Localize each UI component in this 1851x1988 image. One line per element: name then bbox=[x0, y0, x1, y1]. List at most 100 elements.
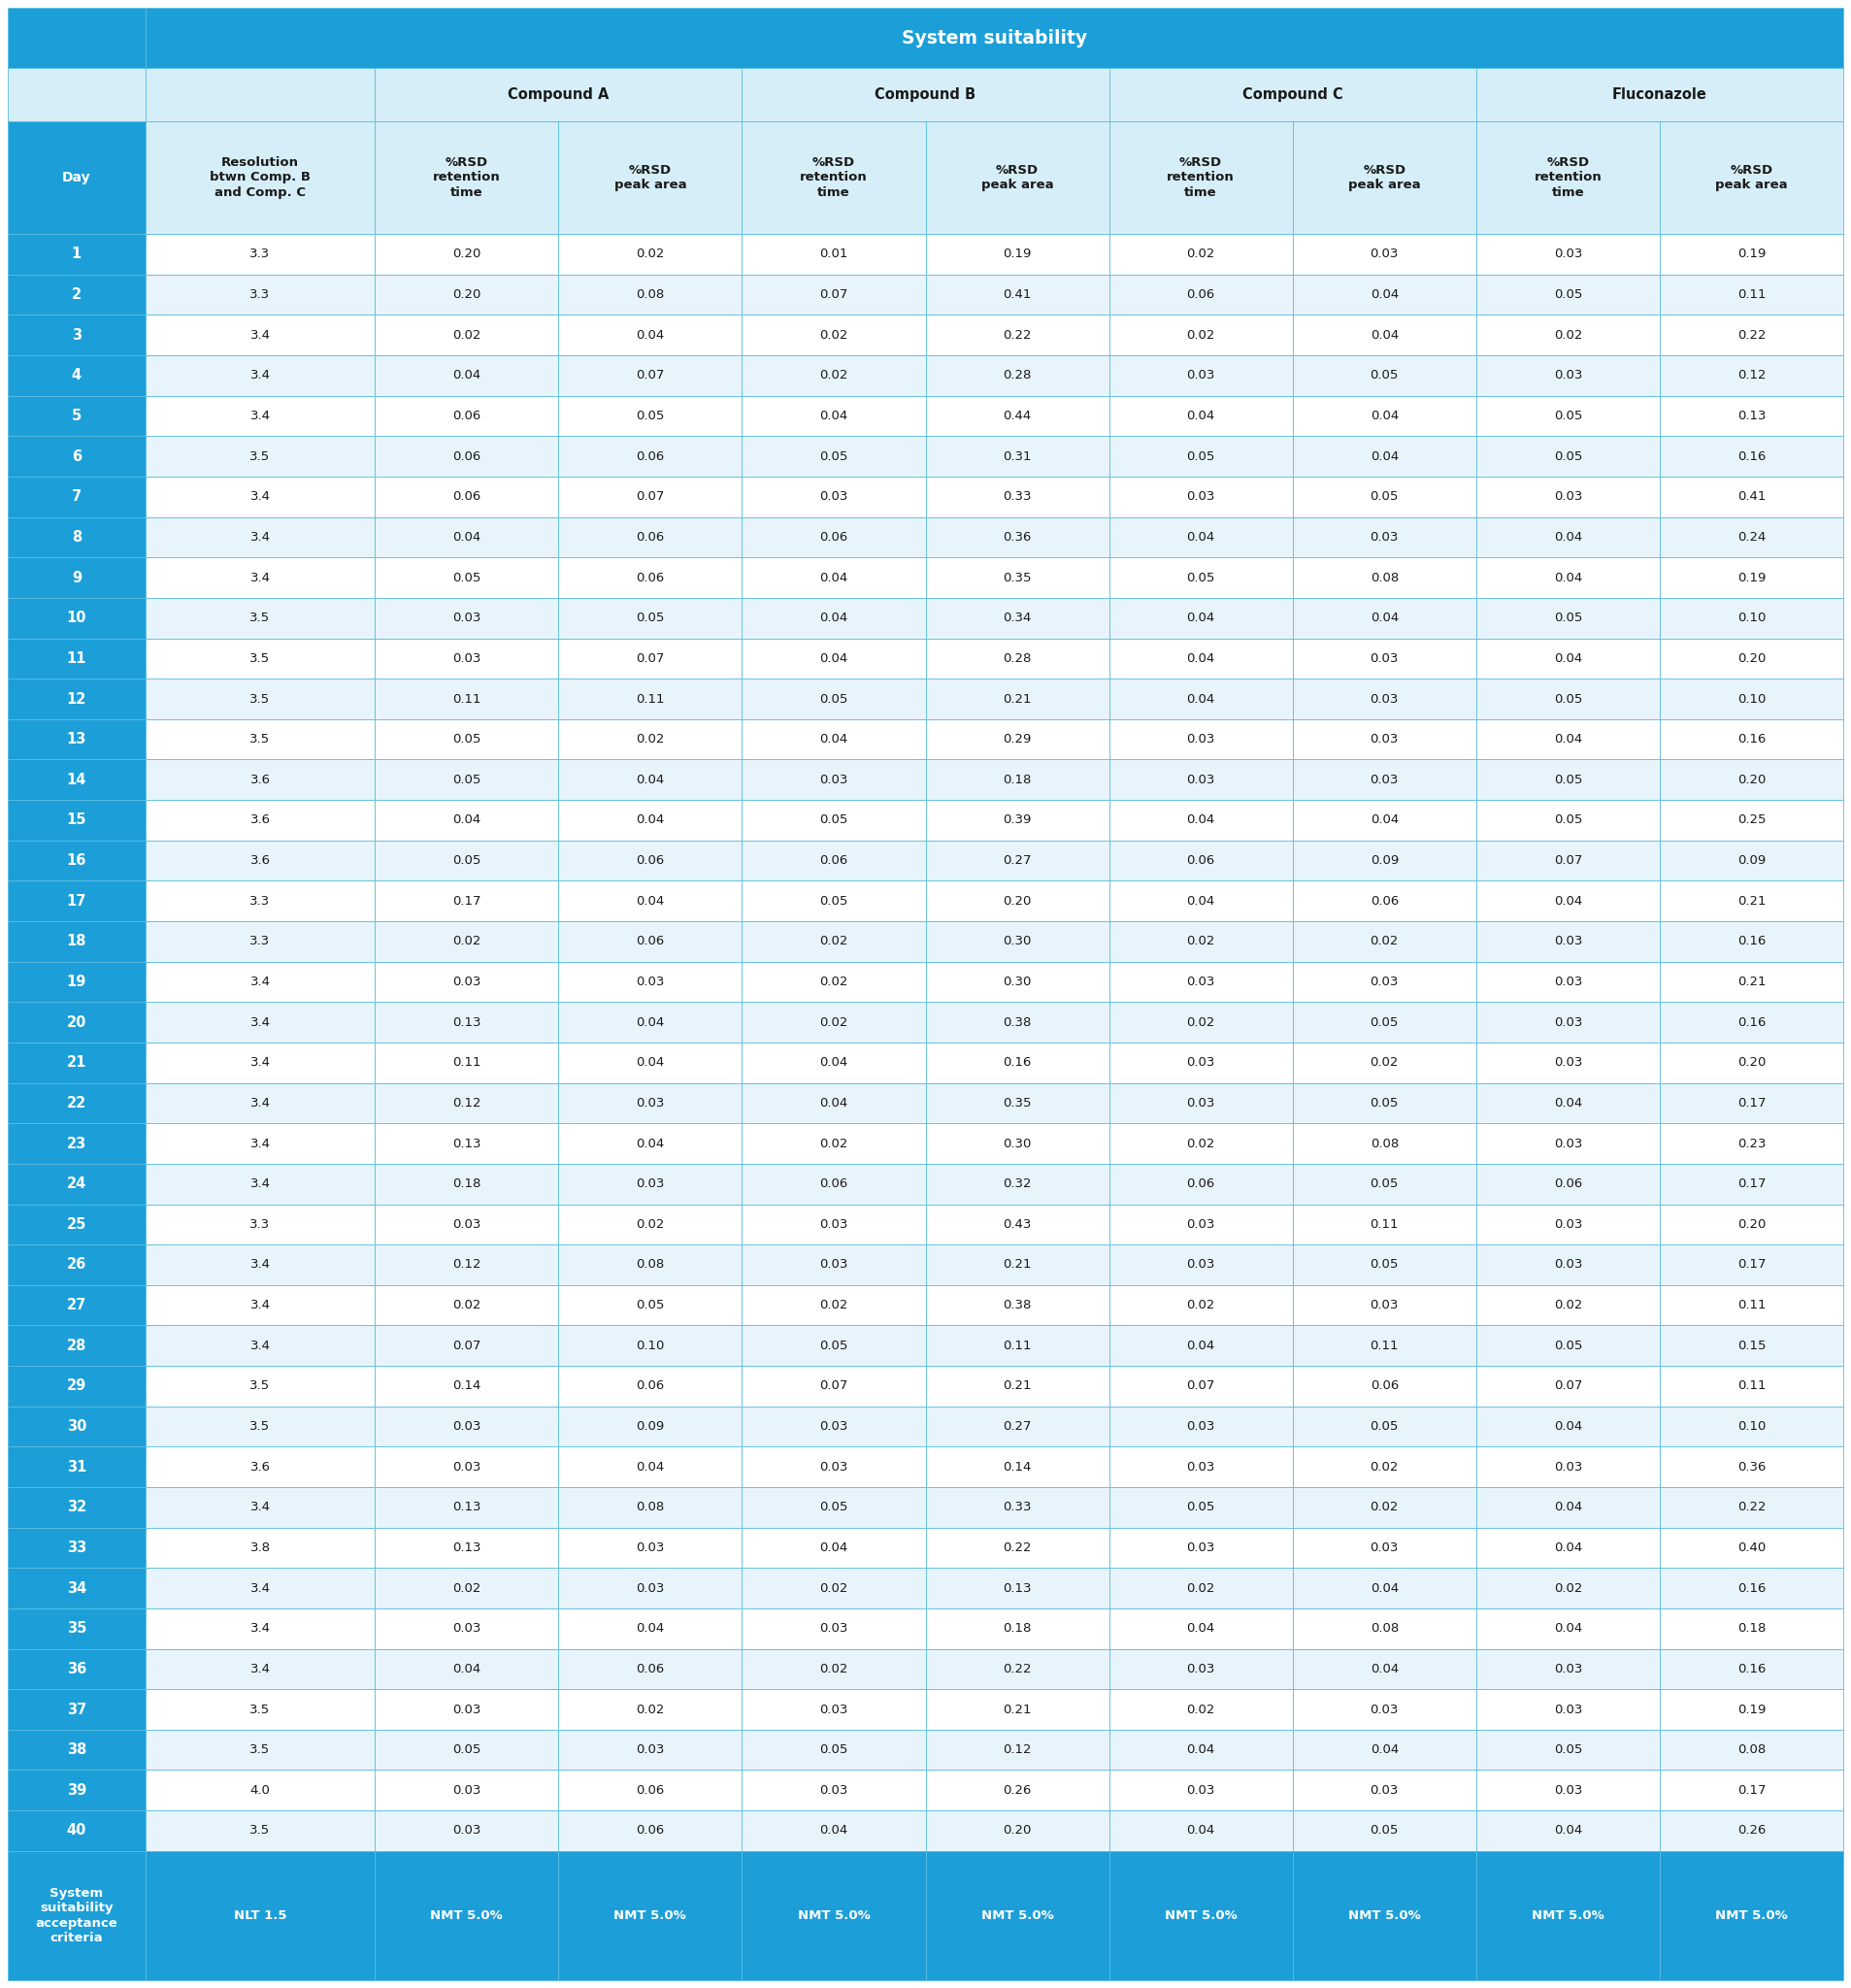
Text: 0.04: 0.04 bbox=[637, 1016, 665, 1028]
Bar bbox=[1660, 274, 1844, 314]
Bar bbox=[1475, 235, 1660, 274]
Bar bbox=[1660, 1569, 1844, 1608]
Text: 0.11: 0.11 bbox=[1370, 1340, 1399, 1352]
Bar bbox=[1660, 962, 1844, 1002]
Bar bbox=[1660, 638, 1844, 678]
Text: 0.03: 0.03 bbox=[1553, 1461, 1583, 1473]
Bar bbox=[1109, 1608, 1292, 1648]
Bar bbox=[559, 235, 742, 274]
Text: 0.02: 0.02 bbox=[1186, 1582, 1214, 1594]
Text: 0.03: 0.03 bbox=[1553, 1137, 1583, 1149]
Bar bbox=[1292, 274, 1475, 314]
Bar bbox=[7, 1163, 146, 1205]
Text: 0.07: 0.07 bbox=[637, 370, 665, 382]
Bar bbox=[376, 1284, 559, 1326]
Text: 0.03: 0.03 bbox=[820, 1219, 848, 1231]
Text: 0.04: 0.04 bbox=[452, 531, 481, 543]
Text: Compound C: Compound C bbox=[1242, 87, 1344, 101]
Bar bbox=[7, 356, 146, 396]
Bar bbox=[1109, 235, 1292, 274]
Bar bbox=[926, 841, 1109, 881]
Bar bbox=[7, 1002, 146, 1042]
Bar bbox=[1109, 557, 1292, 598]
Text: 0.16: 0.16 bbox=[1738, 449, 1766, 463]
Text: 0.04: 0.04 bbox=[1553, 895, 1583, 907]
Text: 0.02: 0.02 bbox=[820, 1016, 848, 1028]
Text: 0.04: 0.04 bbox=[1553, 1419, 1583, 1433]
Bar bbox=[146, 314, 376, 356]
Text: 3.4: 3.4 bbox=[250, 1662, 270, 1676]
Bar bbox=[559, 314, 742, 356]
Bar bbox=[742, 881, 926, 920]
Bar bbox=[146, 1366, 376, 1406]
Bar bbox=[376, 678, 559, 720]
Text: 0.04: 0.04 bbox=[637, 1622, 665, 1634]
Bar bbox=[1475, 759, 1660, 799]
Text: 0.18: 0.18 bbox=[1738, 1622, 1766, 1634]
Text: 0.11: 0.11 bbox=[1736, 288, 1766, 300]
Text: 15: 15 bbox=[67, 813, 87, 827]
Text: 31: 31 bbox=[67, 1459, 87, 1475]
Bar bbox=[7, 1851, 146, 1980]
Text: 0.07: 0.07 bbox=[452, 1340, 481, 1352]
Text: 0.04: 0.04 bbox=[637, 895, 665, 907]
Bar bbox=[1292, 1690, 1475, 1730]
Bar bbox=[1109, 962, 1292, 1002]
Bar bbox=[146, 1123, 376, 1163]
Bar bbox=[559, 920, 742, 962]
Bar bbox=[146, 356, 376, 396]
Bar bbox=[1292, 1083, 1475, 1123]
Bar bbox=[926, 598, 1109, 638]
Bar bbox=[1109, 720, 1292, 759]
Bar bbox=[559, 1769, 742, 1811]
Bar bbox=[1660, 881, 1844, 920]
Bar bbox=[1475, 962, 1660, 1002]
Text: 0.05: 0.05 bbox=[637, 612, 665, 624]
Bar bbox=[1660, 1083, 1844, 1123]
Text: 0.26: 0.26 bbox=[1738, 1825, 1766, 1837]
Text: 0.04: 0.04 bbox=[452, 1662, 481, 1676]
Text: 0.11: 0.11 bbox=[1736, 1298, 1766, 1312]
Text: 0.02: 0.02 bbox=[452, 1582, 481, 1594]
Text: 3.8: 3.8 bbox=[250, 1541, 270, 1555]
Text: 3.4: 3.4 bbox=[250, 1097, 270, 1109]
Text: 0.33: 0.33 bbox=[1003, 491, 1031, 503]
Text: 0.02: 0.02 bbox=[820, 370, 848, 382]
Text: 0.06: 0.06 bbox=[637, 531, 665, 543]
Text: 3.3: 3.3 bbox=[250, 1219, 270, 1231]
Text: 0.22: 0.22 bbox=[1736, 1501, 1766, 1513]
Text: 0.16: 0.16 bbox=[1738, 1582, 1766, 1594]
Text: 0.03: 0.03 bbox=[1370, 773, 1399, 785]
Text: 0.03: 0.03 bbox=[452, 1219, 481, 1231]
Text: 0.03: 0.03 bbox=[637, 1177, 665, 1191]
Bar bbox=[1109, 1527, 1292, 1569]
Text: 0.05: 0.05 bbox=[1553, 1743, 1583, 1755]
Bar bbox=[1660, 841, 1844, 881]
Text: 0.05: 0.05 bbox=[820, 1743, 848, 1755]
Text: 0.04: 0.04 bbox=[1553, 1622, 1583, 1634]
Bar bbox=[1292, 638, 1475, 678]
Text: 0.30: 0.30 bbox=[1003, 1137, 1031, 1149]
Bar bbox=[146, 720, 376, 759]
Text: 0.05: 0.05 bbox=[1370, 370, 1399, 382]
Text: 0.04: 0.04 bbox=[1186, 1825, 1214, 1837]
Text: 0.02: 0.02 bbox=[1186, 1298, 1214, 1312]
Text: 0.03: 0.03 bbox=[1553, 491, 1583, 503]
Bar bbox=[1292, 1608, 1475, 1648]
Bar bbox=[1109, 1002, 1292, 1042]
Text: 0.06: 0.06 bbox=[637, 1380, 665, 1392]
Text: 0.15: 0.15 bbox=[1736, 1340, 1766, 1352]
Bar bbox=[1109, 881, 1292, 920]
Text: 0.10: 0.10 bbox=[1738, 612, 1766, 624]
Text: 0.16: 0.16 bbox=[1738, 1016, 1766, 1028]
Text: 0.06: 0.06 bbox=[1186, 288, 1214, 300]
Bar bbox=[926, 678, 1109, 720]
Bar bbox=[926, 1527, 1109, 1569]
Bar bbox=[1660, 1406, 1844, 1447]
Bar bbox=[926, 881, 1109, 920]
Text: 0.41: 0.41 bbox=[1003, 288, 1031, 300]
Text: Compound A: Compound A bbox=[507, 87, 609, 101]
Bar bbox=[146, 477, 376, 517]
Text: 3.5: 3.5 bbox=[250, 449, 270, 463]
Text: 29: 29 bbox=[67, 1380, 87, 1394]
